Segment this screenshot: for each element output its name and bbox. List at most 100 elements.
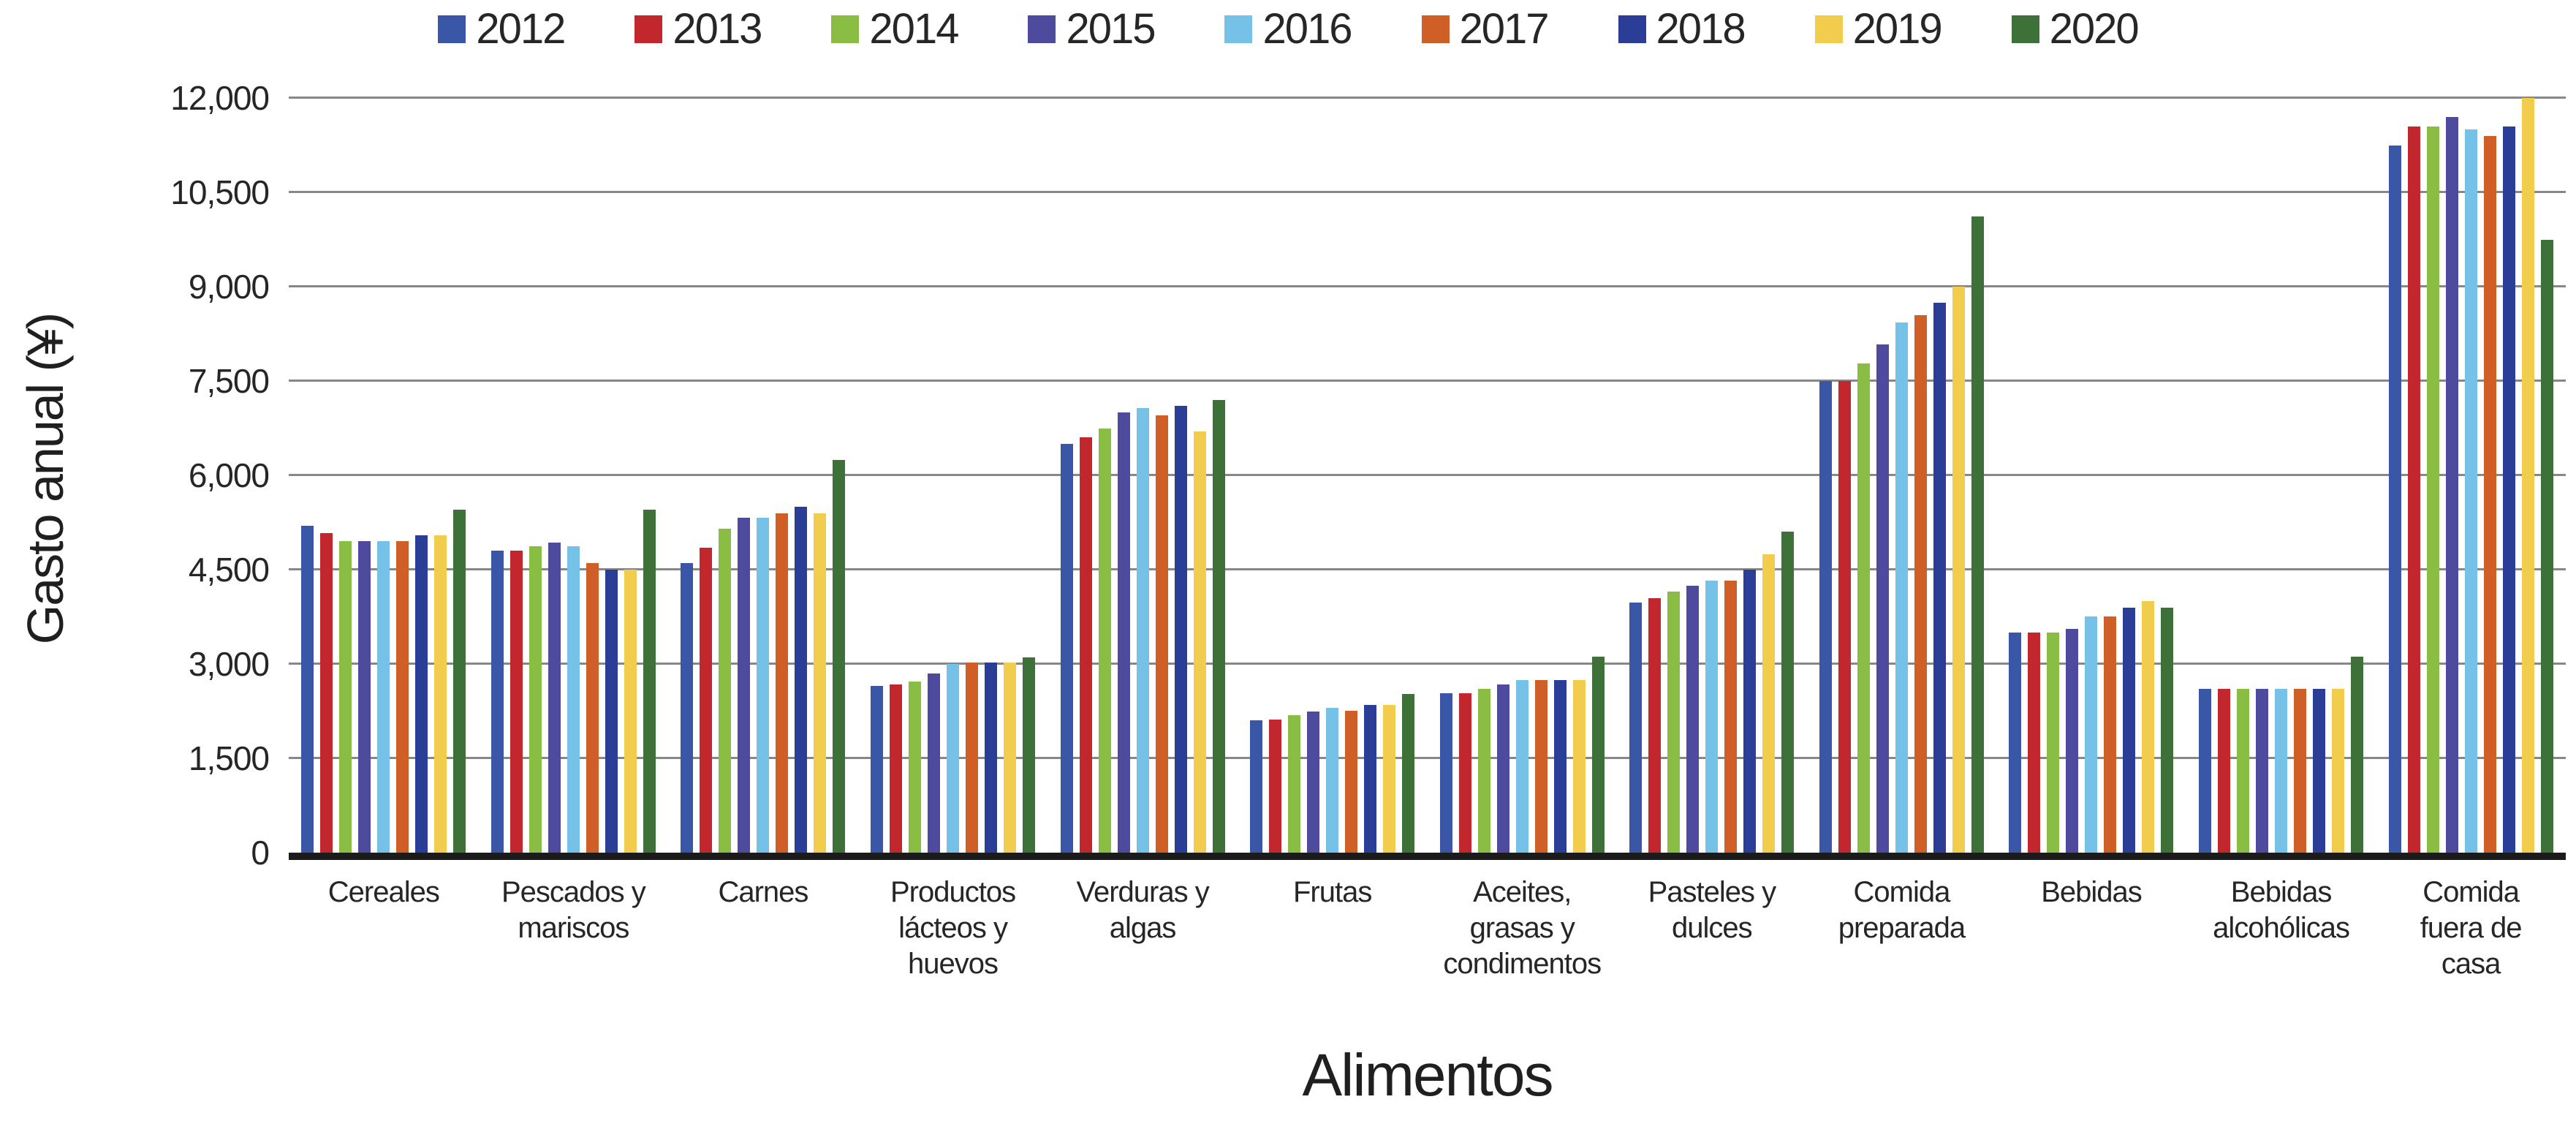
bar — [1023, 657, 1036, 853]
y-tick-label: 6,000 — [188, 456, 270, 494]
legend-swatch — [2011, 15, 2039, 43]
bar — [2388, 145, 2401, 853]
legend-label: 2018 — [1656, 5, 1746, 53]
legend-item: 2017 — [1421, 4, 1550, 53]
bar-group — [289, 98, 479, 853]
bar-group — [2376, 98, 2566, 853]
bar — [1629, 602, 1643, 853]
bar — [1705, 581, 1719, 853]
bar — [1155, 415, 1168, 853]
bar — [1174, 406, 1187, 853]
category-label: Pescados y mariscos — [479, 875, 669, 981]
y-tick-label: 0 — [251, 834, 270, 872]
bar — [2161, 608, 2174, 853]
bar — [605, 570, 618, 853]
bar — [947, 664, 960, 853]
y-tick-label: 12,000 — [170, 79, 270, 117]
legend-swatch — [1028, 15, 1056, 43]
legend-item: 2016 — [1224, 4, 1353, 53]
category-label: Comida fuera de casa — [2376, 875, 2566, 981]
category-label-line: Carnes — [718, 876, 808, 908]
bar — [1288, 714, 1301, 853]
bar — [1952, 287, 1965, 853]
bar — [871, 686, 884, 853]
bar-group — [1238, 98, 1428, 853]
gridline — [289, 97, 2566, 99]
bar — [339, 541, 352, 853]
gridline — [289, 191, 2566, 193]
bar — [1876, 344, 1889, 853]
legend: 2012 2013 2014 2015 2016 2017 2018 2019 2020 — [0, 4, 2576, 53]
legend-swatch — [634, 15, 663, 43]
legend-item: 2020 — [2011, 4, 2140, 53]
bar — [1534, 679, 1548, 853]
legend-label: 2020 — [2049, 5, 2140, 53]
bar — [529, 546, 542, 853]
category-label: Pasteles y dulces — [1617, 875, 1807, 981]
bar — [358, 541, 371, 853]
bar-group — [1617, 98, 1807, 853]
category-label-line: Pasteles y — [1648, 876, 1777, 908]
y-tick-label: 10,500 — [170, 173, 270, 211]
category-label-line: Productos — [890, 876, 1016, 908]
category-label: Verduras y algas — [1048, 875, 1238, 981]
plot-area — [289, 97, 2566, 860]
legend-item: 2015 — [1028, 4, 1156, 53]
bar — [2085, 616, 2098, 853]
y-tick-label: 7,500 — [188, 362, 270, 400]
bar — [966, 663, 979, 853]
category-label: Bebidas alcohólicas — [2186, 875, 2376, 981]
bar — [2483, 135, 2496, 853]
bar — [1515, 680, 1528, 853]
bar — [2142, 601, 2155, 853]
bar — [700, 547, 713, 853]
legend-swatch — [438, 15, 466, 43]
bar — [624, 570, 637, 853]
gridline — [289, 757, 2566, 759]
bar — [643, 510, 656, 853]
category-label-line: Comida — [2422, 876, 2520, 908]
category-label-line: lácteos y — [898, 911, 1008, 944]
category-label-line: alcohólicas — [2213, 911, 2350, 944]
category-label: Carnes — [668, 875, 858, 981]
bar — [1724, 581, 1738, 853]
legend-label: 2016 — [1262, 5, 1352, 53]
bar — [776, 513, 789, 853]
bar-group — [668, 98, 858, 853]
bar — [909, 682, 922, 853]
category-label-line: Pescados y — [501, 876, 646, 908]
bar — [719, 529, 732, 853]
category-label-line: Cereales — [327, 876, 440, 908]
bar — [1212, 399, 1225, 853]
bar — [833, 459, 846, 853]
legend-swatch — [1421, 15, 1450, 43]
bar — [1439, 693, 1452, 853]
bar — [1136, 407, 1149, 853]
bar — [814, 513, 827, 853]
category-label-line: Bebidas — [2041, 876, 2143, 908]
bar — [890, 684, 903, 853]
bar — [1553, 679, 1567, 853]
category-label-line: casa — [2441, 947, 2501, 980]
bar — [509, 551, 523, 853]
bar-groups — [289, 98, 2566, 853]
category-label-line: Bebidas — [2230, 876, 2333, 908]
bar — [1004, 663, 1017, 853]
category-label-line: Comida — [1853, 876, 1950, 908]
bar — [1477, 689, 1490, 853]
bar — [1838, 381, 1851, 853]
legend-label: 2013 — [673, 5, 762, 53]
legend-label: 2014 — [869, 5, 959, 53]
bar — [2540, 239, 2553, 853]
gridline — [289, 285, 2566, 287]
category-label-line: huevos — [908, 947, 999, 980]
bar — [2123, 608, 2136, 853]
bar — [2426, 126, 2439, 853]
bar-group — [1427, 98, 1617, 853]
bar — [2313, 689, 2326, 853]
category-label-line: algas — [1109, 911, 1177, 944]
bar — [1819, 381, 1832, 853]
legend-swatch — [1224, 15, 1253, 43]
bar-group — [858, 98, 1048, 853]
